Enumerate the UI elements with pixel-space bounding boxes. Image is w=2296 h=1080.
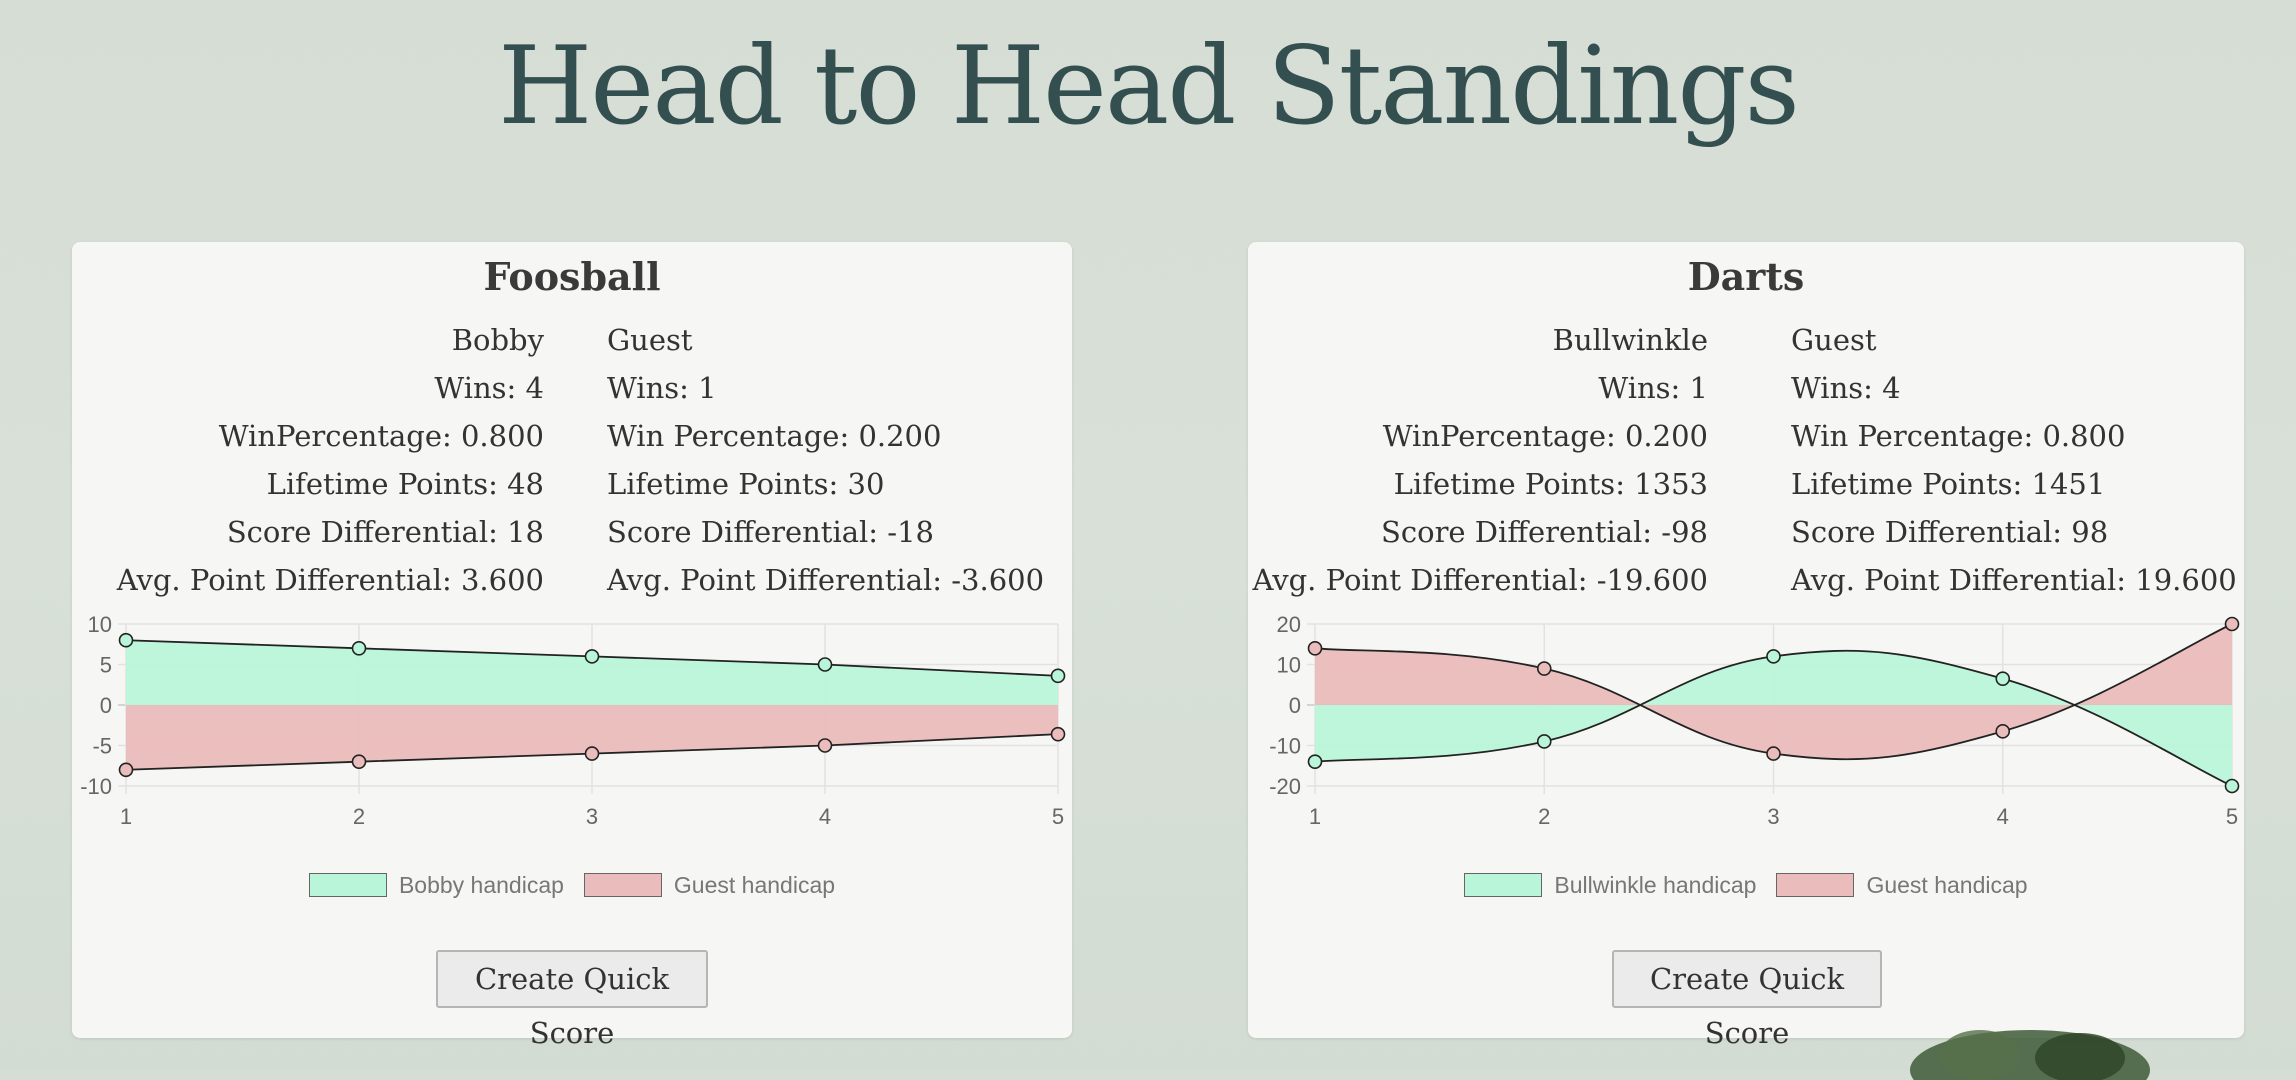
y-tick-label: -20 xyxy=(1269,774,1301,799)
data-point xyxy=(1050,726,1066,742)
legend-label: Bobby handicap xyxy=(398,871,564,898)
data-point xyxy=(817,657,833,672)
y-tick-label: -10 xyxy=(80,774,112,799)
avg-point-differential: Avg. Point Differential: -3.600 xyxy=(607,563,1045,597)
player-name: Bobby xyxy=(451,323,544,357)
wins: Wins: 1 xyxy=(1598,371,1708,405)
handicap-chart: 20 10 0 -10 -20 1 2 3 4 5 xyxy=(1248,612,2244,860)
avg-point-differential: Avg. Point Differential: 19.600 xyxy=(1791,563,2237,597)
series-area xyxy=(126,640,1058,705)
y-tick-label: 5 xyxy=(100,653,112,678)
player1-stats: Bobby Wins: 4 WinPercentage: 0.800 Lifet… xyxy=(117,316,544,604)
stats-table: Bobby Wins: 4 WinPercentage: 0.800 Lifet… xyxy=(72,316,1072,606)
data-point xyxy=(817,738,833,753)
data-point xyxy=(2224,778,2240,794)
legend-swatch xyxy=(1464,873,1543,897)
x-tick-label: 2 xyxy=(1538,804,1550,829)
wins: Wins: 4 xyxy=(434,371,544,405)
y-tick-label: 20 xyxy=(1277,616,1301,637)
player-name: Guest xyxy=(607,323,693,357)
legend-swatch xyxy=(1776,873,1855,897)
y-tick-label: 10 xyxy=(88,616,112,637)
score-differential: Score Differential: -18 xyxy=(607,515,934,549)
avg-point-differential: Avg. Point Differential: -19.600 xyxy=(1252,563,1708,597)
y-tick-label: 0 xyxy=(1289,693,1301,718)
data-point xyxy=(118,632,134,648)
data-point xyxy=(1536,734,1552,749)
legend-item[interactable]: Bullwinkle handicap xyxy=(1464,872,1756,899)
player1-stats: Bullwinkle Wins: 1 WinPercentage: 0.200 … xyxy=(1252,316,1708,604)
win-percentage: Win Percentage: 0.800 xyxy=(1791,419,2126,453)
data-point xyxy=(1536,661,1552,676)
y-tick-label: -5 xyxy=(92,734,112,759)
x-tick-label: 3 xyxy=(1767,804,1779,829)
darts-card: Darts Bullwinkle Wins: 1 WinPercentage: … xyxy=(1248,242,2244,1050)
data-point xyxy=(1307,640,1323,656)
score-differential: Score Differential: -98 xyxy=(1381,515,1708,549)
handicap-chart-svg: 10 5 0 -5 -10 1 2 3 4 5 xyxy=(80,612,1066,829)
data-point xyxy=(1766,746,1781,761)
series-area xyxy=(126,705,1058,770)
data-point xyxy=(1995,724,2011,739)
legend-swatch xyxy=(308,873,387,897)
chart-legend: Bullwinkle handicap Guest handicap xyxy=(1248,870,2244,900)
data-point xyxy=(584,746,600,761)
create-quick-score-button[interactable]: Create Quick Score xyxy=(1612,950,1882,1050)
data-point xyxy=(1995,671,2011,686)
y-tick-label: 10 xyxy=(1277,653,1301,678)
score-differential: Score Differential: 98 xyxy=(1791,515,2109,549)
x-tick-label: 2 xyxy=(353,804,365,829)
foosball-card: Foosball Bobby Wins: 4 WinPercentage: 0.… xyxy=(72,242,1072,1050)
data-point xyxy=(351,754,367,769)
legend-item[interactable]: Guest handicap xyxy=(1776,871,2028,899)
legend-swatch xyxy=(583,873,662,897)
lifetime-points: Lifetime Points: 1353 xyxy=(1393,467,1708,501)
data-point xyxy=(1307,754,1323,769)
handicap-chart: 10 5 0 -5 -10 1 2 3 4 5 xyxy=(72,612,1072,860)
stats-table: Bullwinkle Wins: 1 WinPercentage: 0.200 … xyxy=(1248,316,2244,606)
x-tick-label: 3 xyxy=(586,804,598,829)
create-quick-score-button[interactable]: Create Quick Score xyxy=(436,950,708,1050)
wins: Wins: 4 xyxy=(1791,371,1901,405)
lifetime-points: Lifetime Points: 48 xyxy=(266,467,544,501)
x-tick-label: 5 xyxy=(1052,804,1064,829)
player-name: Bullwinkle xyxy=(1552,323,1708,357)
player2-stats: Guest Wins: 4 Win Percentage: 0.800 Life… xyxy=(1791,316,2237,604)
data-point xyxy=(584,649,600,664)
x-tick-label: 1 xyxy=(120,804,132,829)
x-tick-label: 1 xyxy=(1309,804,1321,829)
plant-decoration xyxy=(1910,1030,2150,1080)
win-percentage: WinPercentage: 0.200 xyxy=(1382,419,1708,453)
x-tick-label: 4 xyxy=(819,804,831,829)
y-tick-label: 0 xyxy=(100,693,112,718)
data-point xyxy=(351,640,367,656)
legend-label: Guest handicap xyxy=(1866,871,2028,898)
data-point xyxy=(1050,668,1066,684)
legend-item[interactable]: Guest handicap xyxy=(583,871,836,899)
player-name: Guest xyxy=(1791,323,1877,357)
score-differential: Score Differential: 18 xyxy=(226,515,544,549)
data-point xyxy=(118,762,134,778)
handicap-chart-svg: 20 10 0 -10 -20 1 2 3 4 5 xyxy=(1269,612,2240,829)
player2-stats: Guest Wins: 1 Win Percentage: 0.200 Life… xyxy=(607,316,1044,604)
x-tick-label: 4 xyxy=(1997,804,2009,829)
avg-point-differential: Avg. Point Differential: 3.600 xyxy=(116,563,544,597)
legend-item[interactable]: Bobby handicap xyxy=(308,871,564,899)
card-title: Darts xyxy=(1687,254,1805,299)
data-point xyxy=(1766,649,1781,664)
wins: Wins: 1 xyxy=(607,371,717,405)
win-percentage: Win Percentage: 0.200 xyxy=(607,419,942,453)
x-tick-label: 5 xyxy=(2226,804,2238,829)
lifetime-points: Lifetime Points: 30 xyxy=(607,467,885,501)
data-point xyxy=(2224,616,2240,632)
chart-legend: Bobby handicap Guest handicap xyxy=(72,870,1072,900)
legend-label: Guest handicap xyxy=(673,871,836,898)
lifetime-points: Lifetime Points: 1451 xyxy=(1791,467,2106,501)
page-title: Head to Head Standings xyxy=(498,24,1800,149)
win-percentage: WinPercentage: 0.800 xyxy=(218,419,544,453)
legend-label: Bullwinkle handicap xyxy=(1554,871,1757,898)
y-tick-label: -10 xyxy=(1269,734,1301,759)
card-title: Foosball xyxy=(483,254,661,299)
